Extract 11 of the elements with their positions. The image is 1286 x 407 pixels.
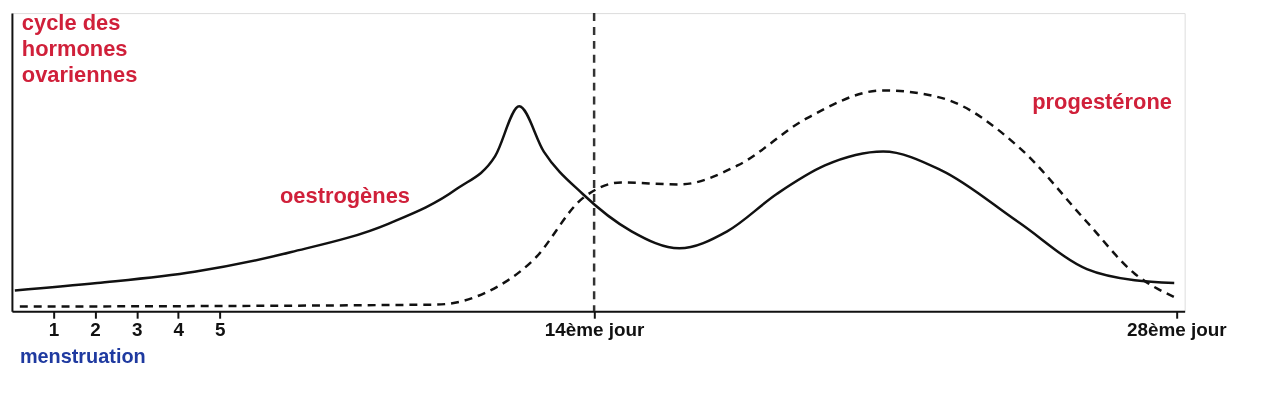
series-label: progestérone [1032, 89, 1172, 115]
x-tick-label: 28ème jour [1126, 318, 1228, 340]
y-axis-title: cycle des hormones ovariennes [21, 9, 138, 87]
x-tick-label: 2 [90, 318, 101, 340]
series-label: oestrogènes [279, 182, 410, 208]
x-tick-label: 4 [173, 318, 185, 340]
x-tick-label: 5 [215, 318, 226, 340]
x-tick-label: 3 [131, 318, 143, 340]
x-tick-label: 14ème jour [544, 318, 646, 340]
text: menstruation [19, 344, 146, 367]
x-tick-label: 1 [48, 318, 60, 340]
